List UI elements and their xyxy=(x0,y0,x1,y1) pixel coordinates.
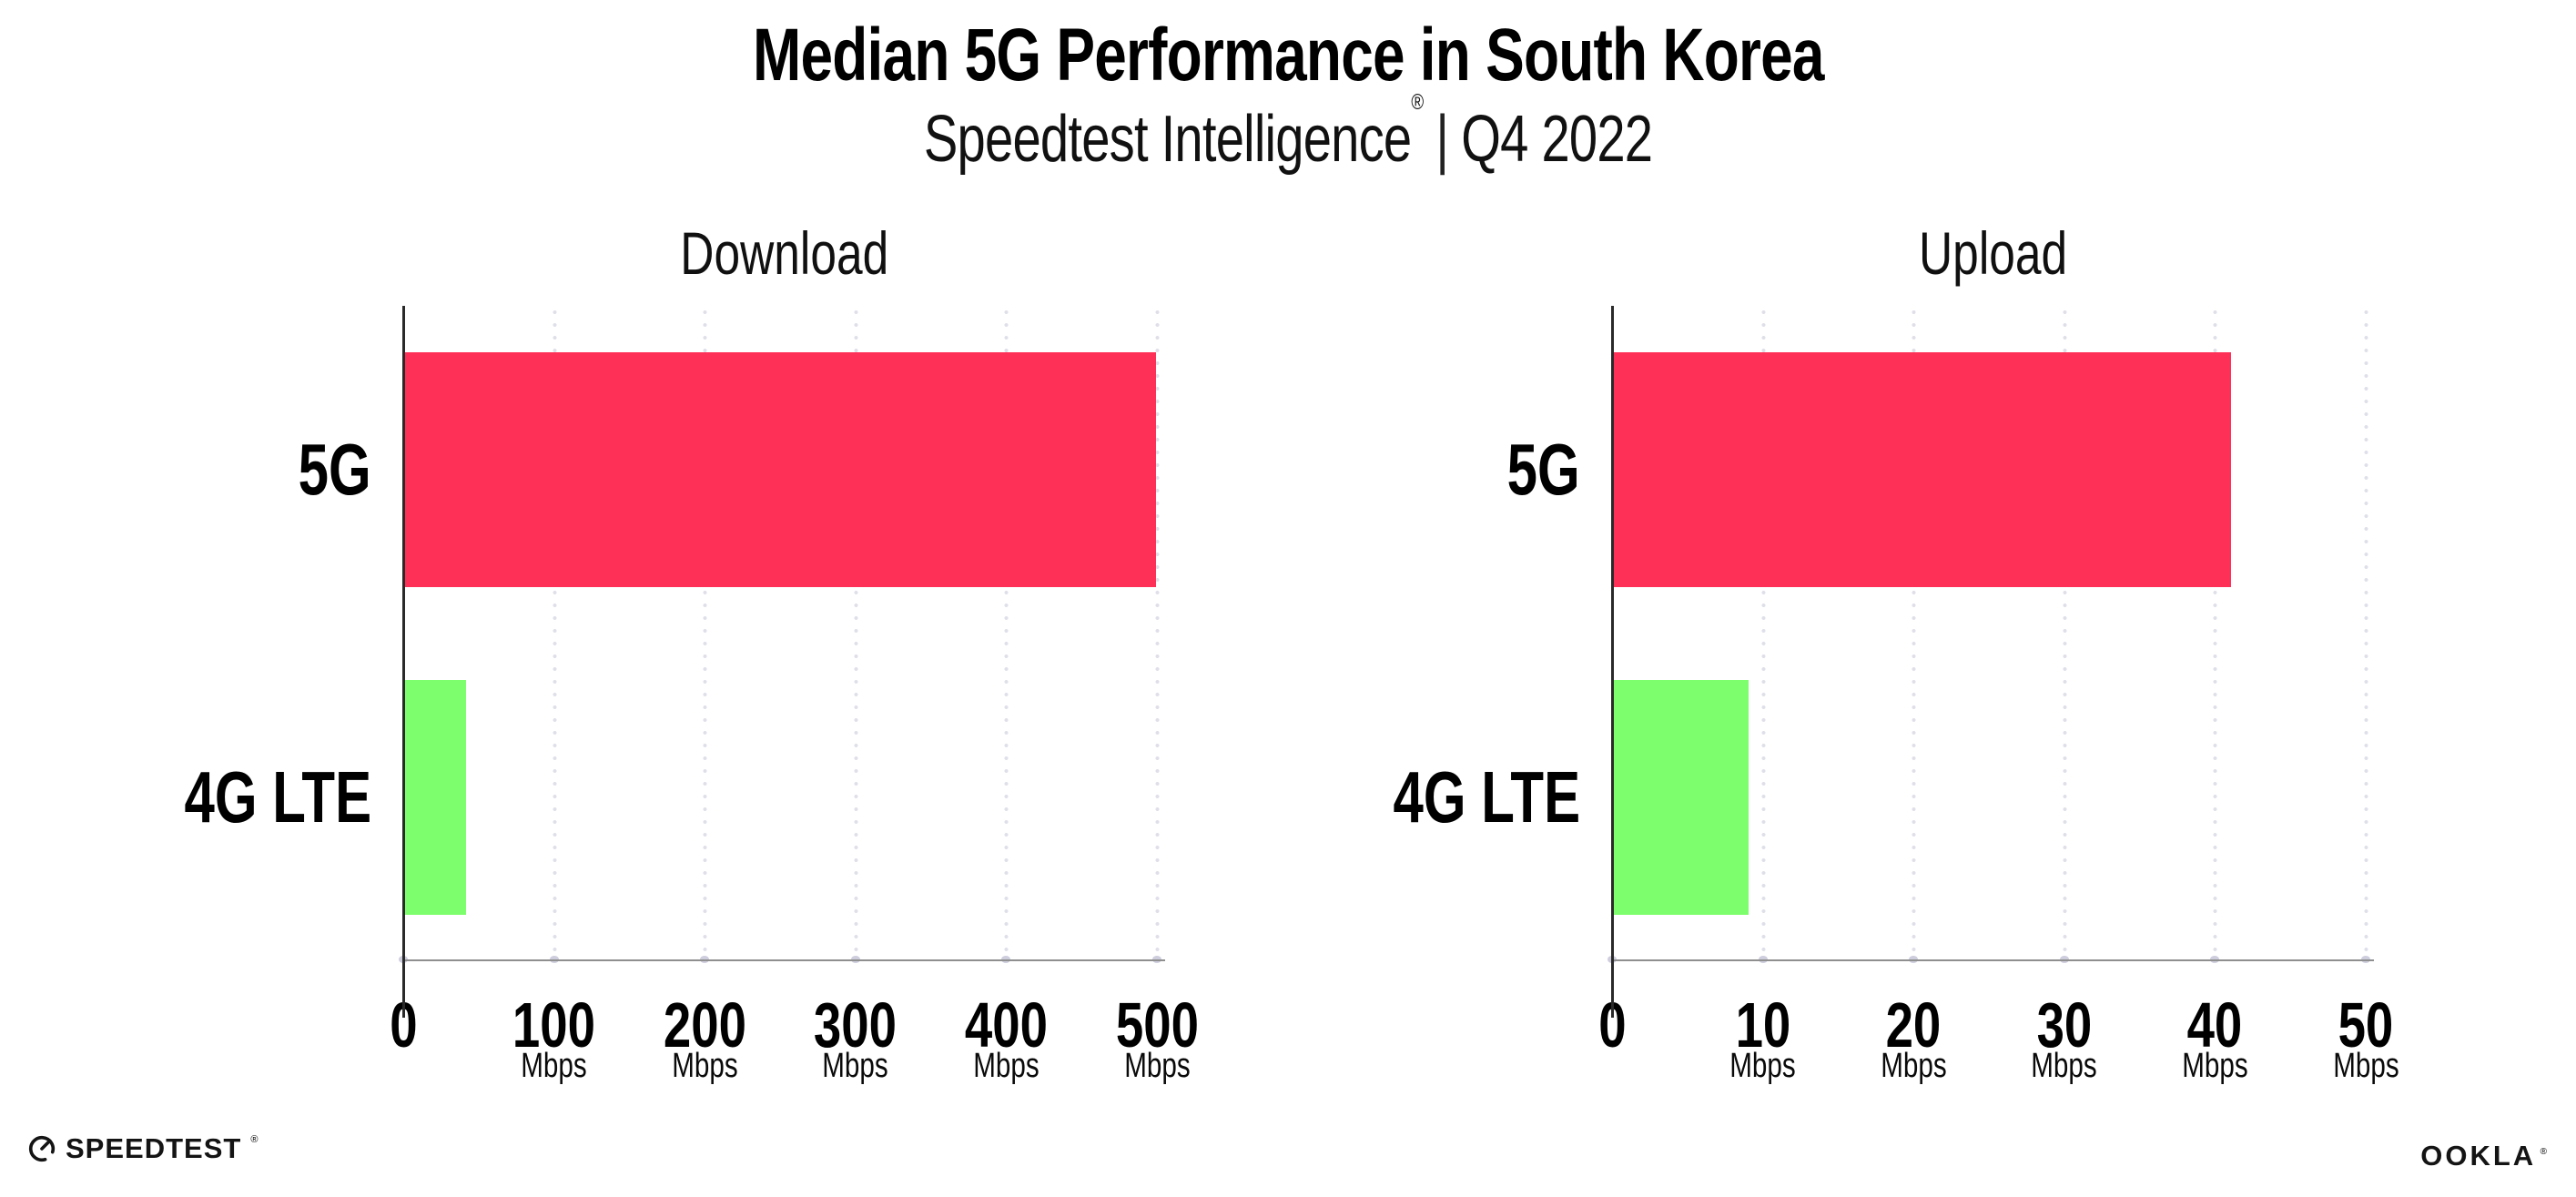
y-axis-download xyxy=(402,306,405,1018)
row-label-4g-lte-upload: 4G LTE xyxy=(1034,752,1580,843)
subtitle-separator: | xyxy=(1435,103,1449,176)
x-tick-unit-text: Mbps xyxy=(521,1047,587,1085)
gridline-50 xyxy=(2364,306,2368,959)
row-label-text: 5G xyxy=(298,429,371,510)
x-tick-value: 100 xyxy=(512,989,596,1060)
ookla-logo: OOKLA ® xyxy=(2420,1140,2547,1172)
row-label-text: 5G xyxy=(1506,429,1580,510)
x-tick-unit-30: Mbps xyxy=(1955,1047,2174,1086)
registered-mark: ® xyxy=(1411,90,1424,115)
gridline-40 xyxy=(2213,306,2218,959)
page-subtitle: Speedtest Intelligence® | Q4 2022 xyxy=(0,90,2576,177)
row-label-text: 4G LTE xyxy=(1393,756,1580,837)
x-tick-unit-100: Mbps xyxy=(445,1047,664,1086)
x-tick-label-10: 10 xyxy=(1654,989,1872,1061)
x-tick-value: 10 xyxy=(1735,989,1790,1060)
x-tick-unit-text: Mbps xyxy=(973,1047,1040,1085)
x-tick-label-20: 20 xyxy=(1804,989,2023,1061)
x-tick-unit-text: Mbps xyxy=(1880,1047,1947,1085)
x-tick-unit-20: Mbps xyxy=(1804,1047,2023,1086)
row-label-4g-lte-download: 4G LTE xyxy=(0,752,371,843)
bar-4g-lte-upload xyxy=(1613,680,1749,915)
x-tick-label-500: 500 xyxy=(1048,989,1266,1061)
x-tick-unit-40: Mbps xyxy=(2105,1047,2324,1086)
x-tick-value: 300 xyxy=(814,989,898,1060)
x-tick-unit-200: Mbps xyxy=(595,1047,814,1086)
x-axis-download xyxy=(403,959,1165,961)
gridline-10 xyxy=(1760,306,1766,959)
gridline-30 xyxy=(2062,306,2067,959)
ookla-registered-mark: ® xyxy=(2540,1147,2547,1157)
x-tick-label-100: 100 xyxy=(445,989,664,1061)
x-tick-label-30: 30 xyxy=(1955,989,2174,1061)
bar-5g-download xyxy=(404,352,1156,587)
x-tick-label-300: 300 xyxy=(746,989,965,1061)
x-tick-label-50: 50 xyxy=(2257,989,2475,1061)
gridline-200 xyxy=(703,306,708,959)
bar-5g-upload xyxy=(1613,352,2231,587)
x-tick-unit-500: Mbps xyxy=(1048,1047,1266,1086)
x-tick-unit-text: Mbps xyxy=(1729,1047,1796,1085)
gridline-100 xyxy=(552,306,557,959)
subtitle-period: Q4 2022 xyxy=(1461,103,1653,176)
row-label-5g-download: 5G xyxy=(0,424,371,515)
x-tick-value: 40 xyxy=(2187,989,2243,1060)
page-subtitle-text: Speedtest Intelligence® | Q4 2022 xyxy=(923,90,1653,177)
speedtest-wordmark: SPEEDTEST xyxy=(66,1132,242,1164)
speedtest-gauge-icon xyxy=(28,1135,56,1162)
x-tick-unit-text: Mbps xyxy=(1123,1047,1191,1085)
x-tick-value: 30 xyxy=(2036,989,2093,1060)
subtitle-brand: Speedtest Intelligence xyxy=(923,103,1412,176)
x-tick-value: 50 xyxy=(2338,989,2394,1060)
x-tick-value: 200 xyxy=(663,989,746,1060)
chart-title-upload: Upload xyxy=(1629,218,2358,288)
row-label-5g-upload: 5G xyxy=(1034,424,1580,515)
bar-4g-lte-download xyxy=(404,680,466,915)
chart-title-text: Download xyxy=(680,219,888,287)
x-tick-unit-50: Mbps xyxy=(2257,1047,2475,1086)
gridline-500 xyxy=(1155,306,1160,959)
chart-title-text: Upload xyxy=(1918,219,2068,287)
y-axis-upload xyxy=(1611,306,1614,1018)
x-tick-unit-text: Mbps xyxy=(2332,1047,2399,1085)
speedtest-logo: SPEEDTEST ® xyxy=(27,1132,258,1165)
gridline-400 xyxy=(1004,306,1009,959)
x-tick-value: 500 xyxy=(1115,989,1199,1060)
row-label-text: 4G LTE xyxy=(184,756,371,837)
x-tick-unit-text: Mbps xyxy=(822,1047,889,1085)
gridline-20 xyxy=(1912,306,1917,959)
x-tick-unit-text: Mbps xyxy=(2182,1047,2248,1085)
x-tick-unit-10: Mbps xyxy=(1654,1047,1872,1086)
x-tick-unit-text: Mbps xyxy=(671,1047,738,1085)
x-tick-unit-text: Mbps xyxy=(2031,1047,2098,1085)
page-title: Median 5G Performance in South Korea xyxy=(0,13,2576,98)
x-tick-value: 20 xyxy=(1885,989,1942,1060)
page-title-text: Median 5G Performance in South Korea xyxy=(752,14,1825,96)
gridline-300 xyxy=(853,306,858,959)
x-tick-unit-300: Mbps xyxy=(746,1047,965,1086)
speedtest-registered-mark: ® xyxy=(250,1134,259,1145)
x-tick-label-200: 200 xyxy=(595,989,814,1061)
ookla-wordmark: OOKLA xyxy=(2420,1140,2537,1172)
x-tick-unit-400: Mbps xyxy=(897,1047,1115,1086)
x-tick-label-400: 400 xyxy=(897,989,1115,1061)
x-axis-upload xyxy=(1612,959,2374,961)
x-tick-label-40: 40 xyxy=(2105,989,2324,1061)
x-tick-value: 400 xyxy=(964,989,1048,1060)
chart-title-download: Download xyxy=(421,218,1149,288)
